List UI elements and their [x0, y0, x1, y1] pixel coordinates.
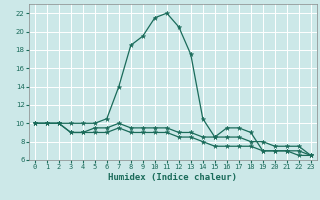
X-axis label: Humidex (Indice chaleur): Humidex (Indice chaleur) [108, 173, 237, 182]
